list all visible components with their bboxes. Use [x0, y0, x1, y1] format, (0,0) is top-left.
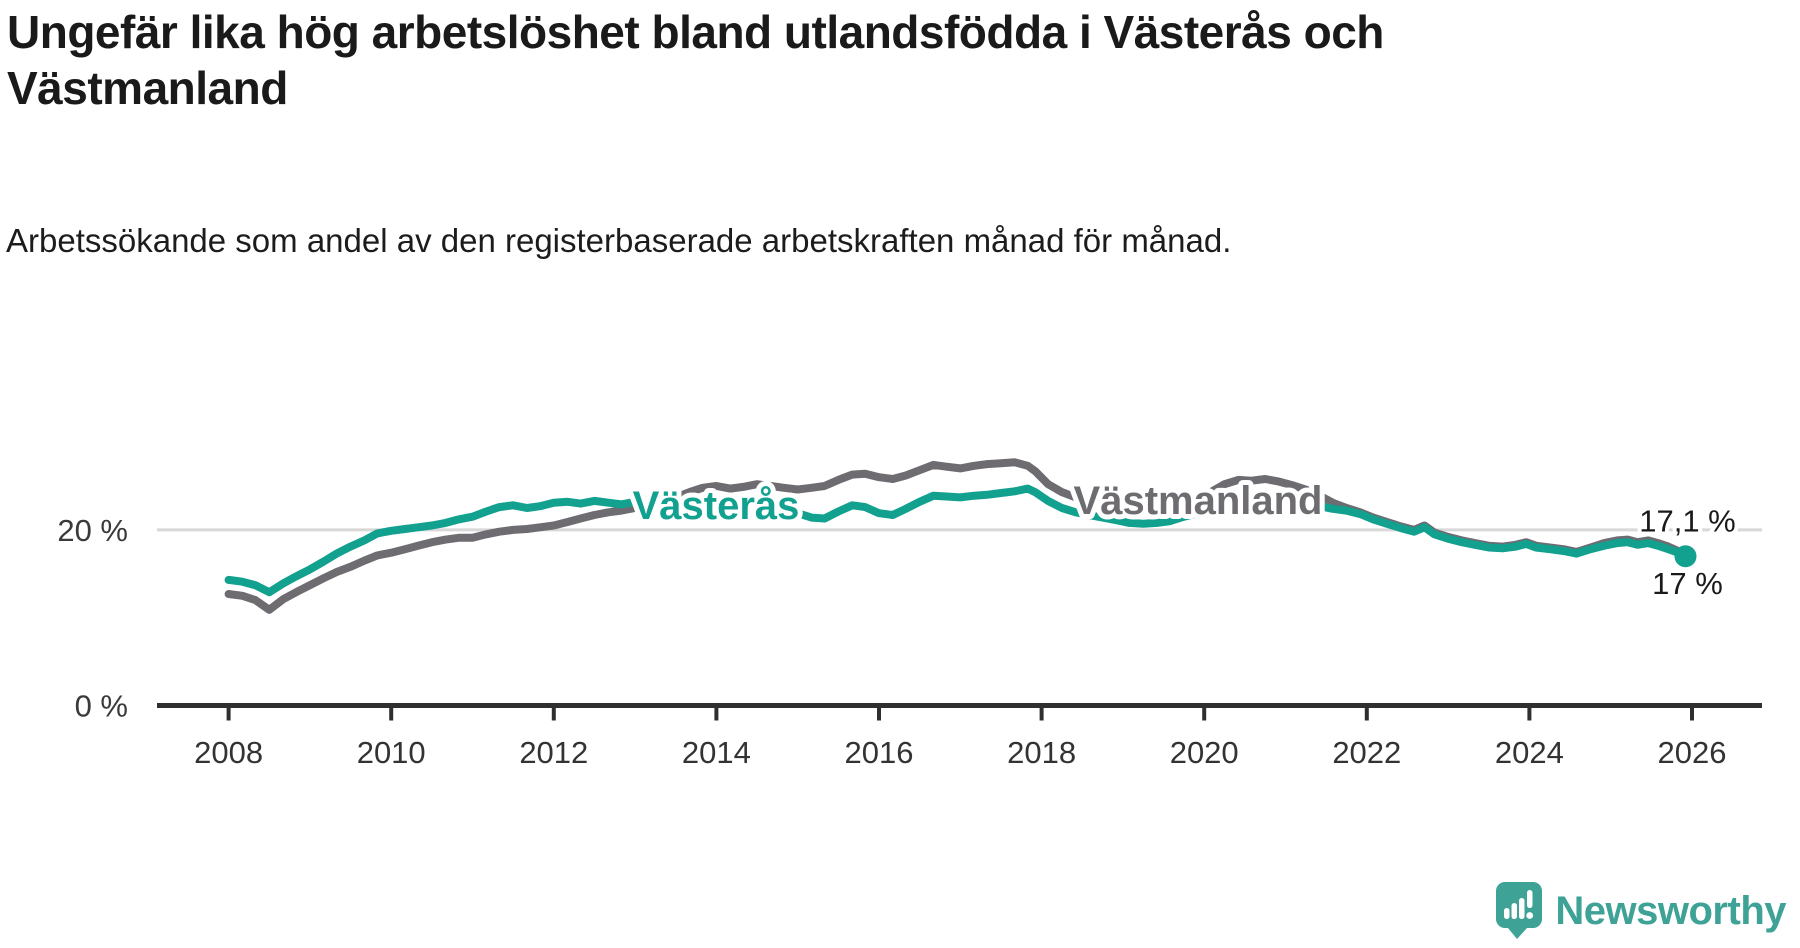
- end-value-label-vstmanland: 17,1 %: [1639, 503, 1736, 538]
- vsters-line: [224, 484, 1690, 597]
- newsworthy-logo-text: Newsworthy: [1555, 888, 1786, 933]
- chart-title: Ungefär lika hög arbetslöshet bland utla…: [7, 6, 1384, 115]
- series-label-vsters: Västerås: [633, 484, 800, 528]
- x-axis-label-2024: 2024: [1495, 735, 1564, 770]
- newsworthy-logo[interactable]: Newsworthy: [1496, 882, 1786, 940]
- series-end-dot: [1674, 545, 1697, 568]
- x-axis-label-2008: 2008: [194, 735, 263, 770]
- x-axis-label-2016: 2016: [845, 735, 914, 770]
- y-axis-label-0: 0 %: [75, 689, 128, 724]
- series-label-vstmanland: Västmanland: [1074, 479, 1323, 523]
- end-value-label-vsters: 17 %: [1652, 566, 1723, 601]
- x-axis-label-2022: 2022: [1332, 735, 1401, 770]
- x-axis-label-2012: 2012: [519, 735, 588, 770]
- x-axis-label-2020: 2020: [1170, 735, 1239, 770]
- x-axis-label-2014: 2014: [682, 735, 751, 770]
- chart-subtitle: Arbetssökande som andel av den registerb…: [6, 222, 1232, 259]
- x-axis-label-2010: 2010: [357, 735, 426, 770]
- x-axis-label-2026: 2026: [1658, 735, 1727, 770]
- y-axis-label-20: 20 %: [57, 513, 128, 548]
- vstmanland-line: [224, 458, 1690, 614]
- x-axis-label-2018: 2018: [1007, 735, 1076, 770]
- newsworthy-logo-icon: [1496, 882, 1543, 940]
